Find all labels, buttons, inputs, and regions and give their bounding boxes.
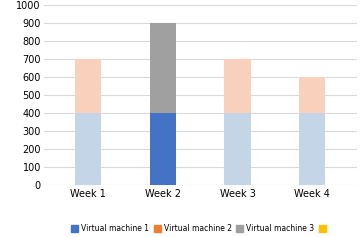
Bar	[75, 59, 102, 113]
Bar	[225, 59, 250, 113]
Bar	[299, 113, 325, 185]
Bar	[225, 113, 250, 185]
Bar	[150, 113, 176, 185]
Bar	[299, 77, 325, 113]
Bar	[150, 23, 176, 113]
Legend: Virtual machine 1, Virtual machine 2, Virtual machine 3, : Virtual machine 1, Virtual machine 2, Vi…	[68, 221, 332, 236]
Bar	[75, 113, 102, 185]
